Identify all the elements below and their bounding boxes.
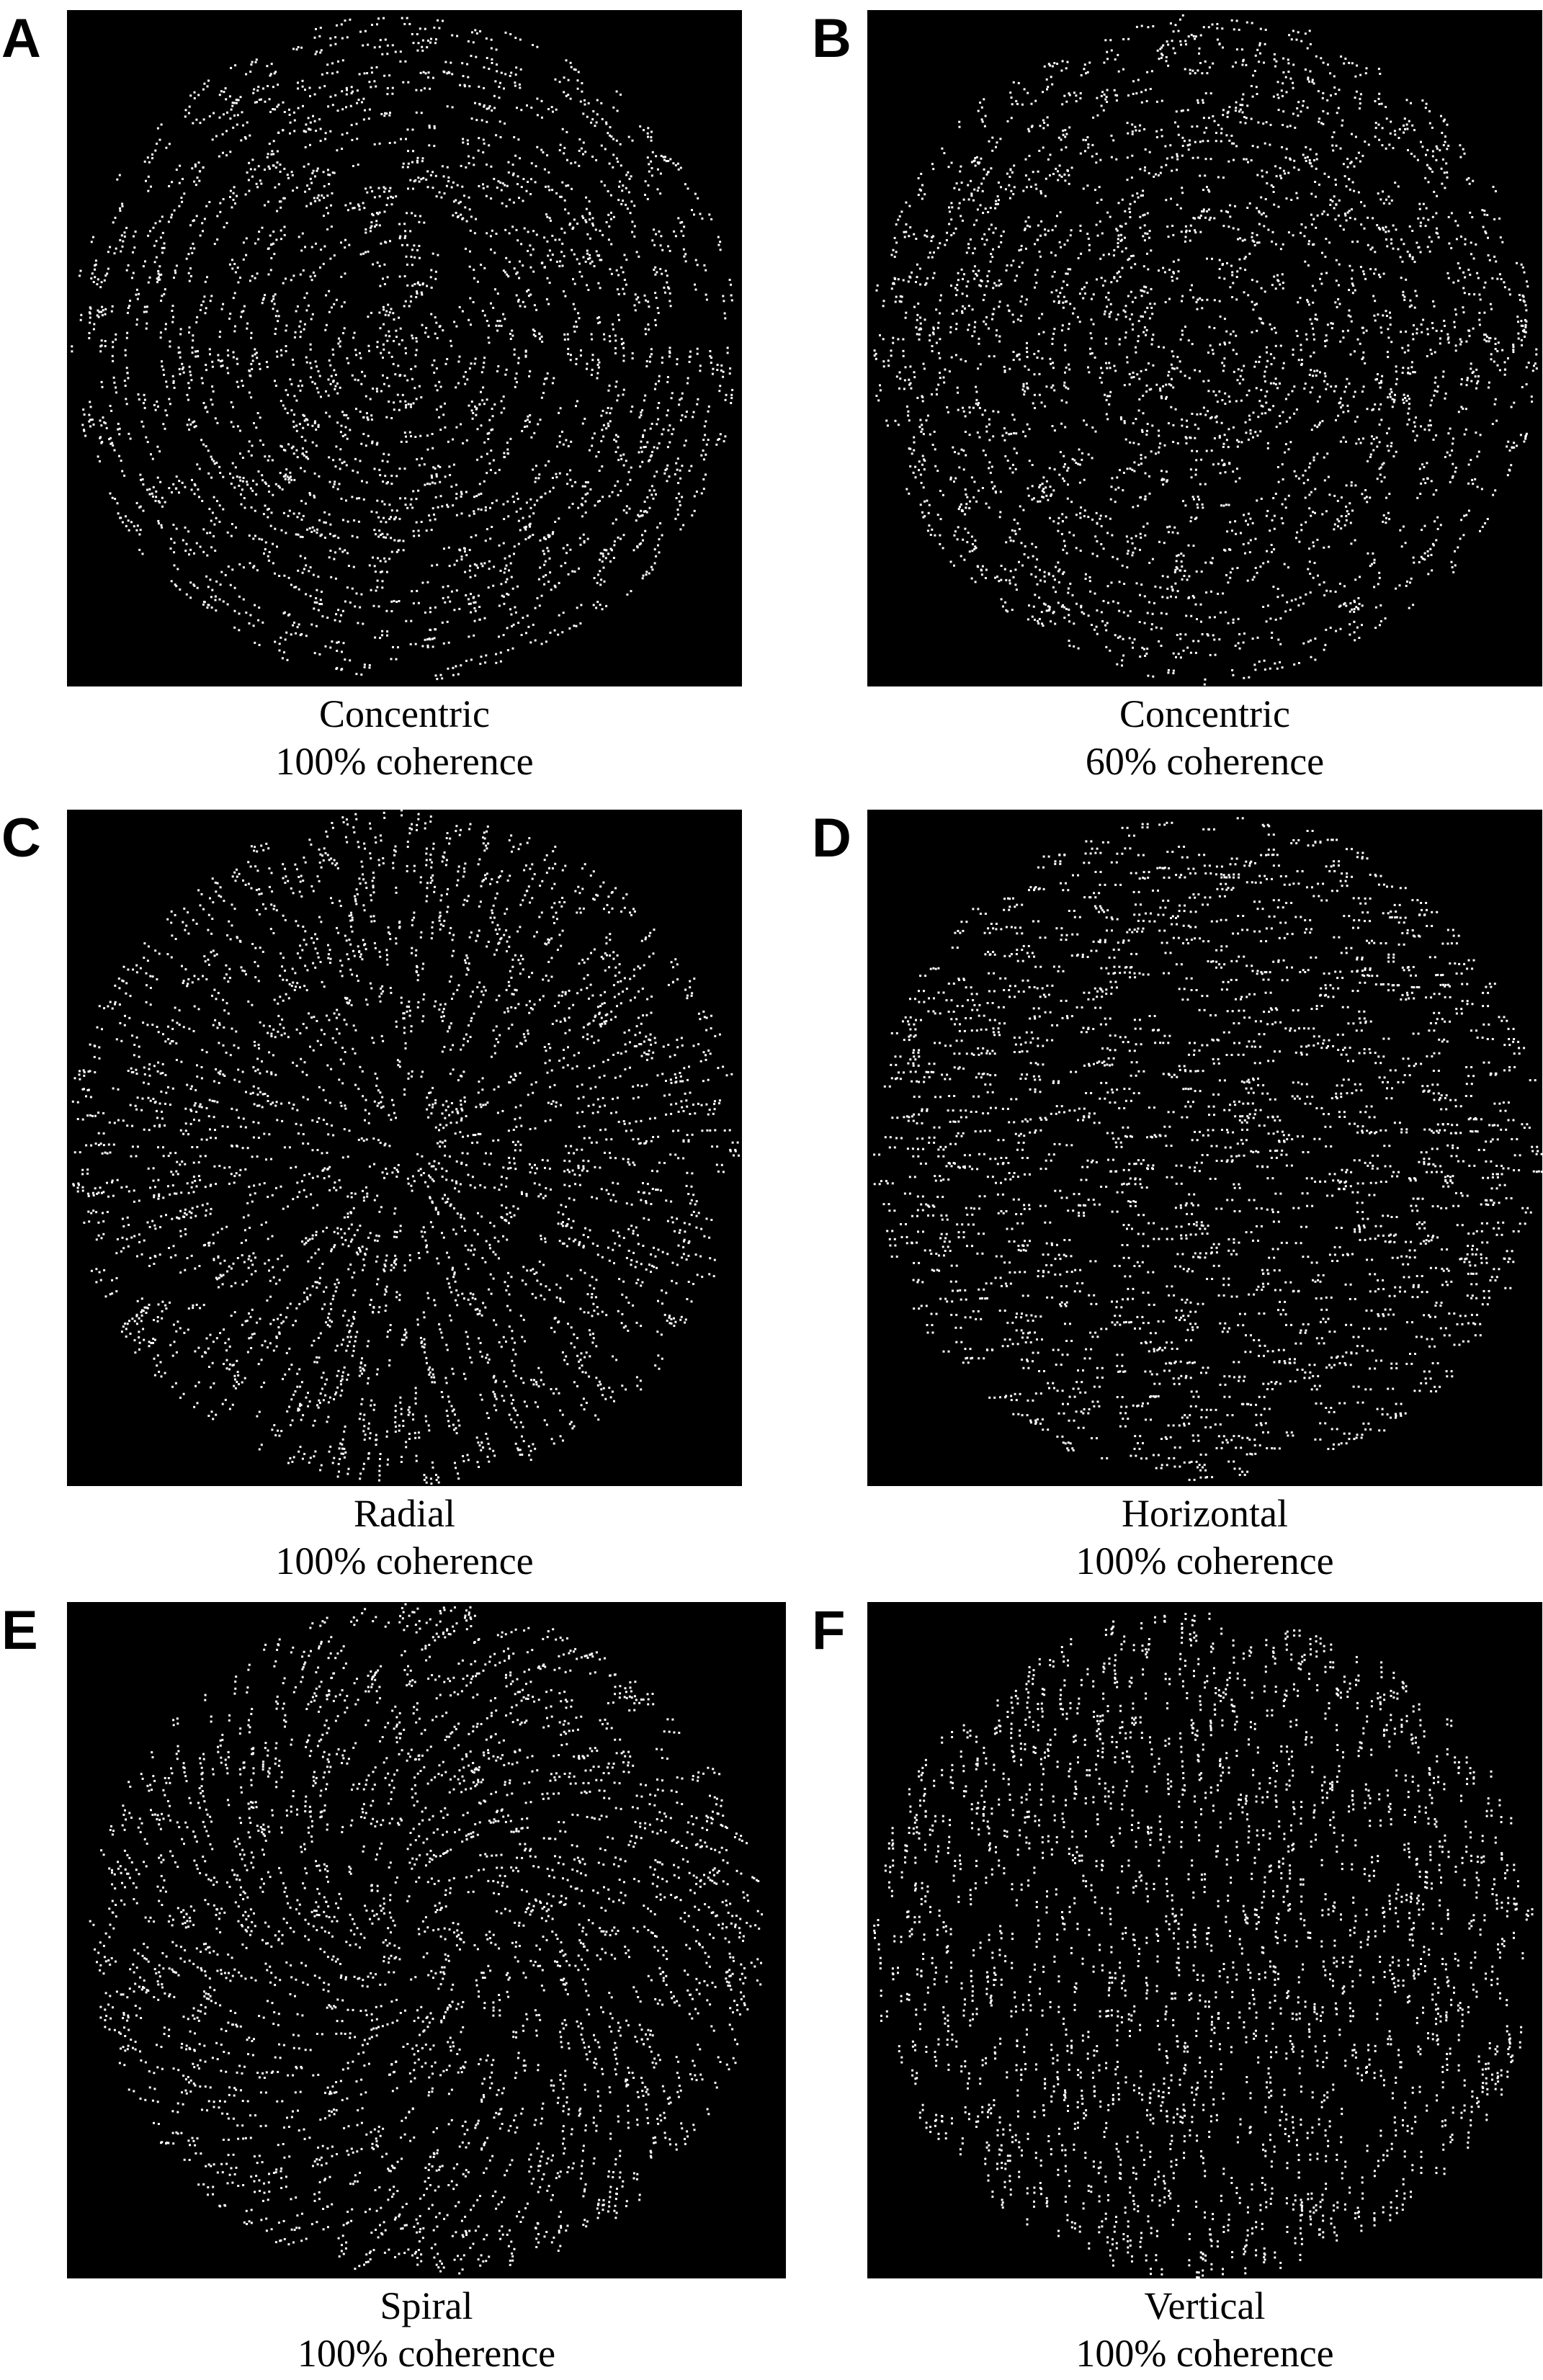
caption-d-coherence: 100% coherence xyxy=(867,1537,1542,1585)
dot-field xyxy=(71,810,740,1485)
glass-pattern-b xyxy=(867,10,1542,686)
dot-field xyxy=(873,817,1542,1481)
panel-letter-a: A xyxy=(1,12,41,66)
caption-a-coherence: 100% coherence xyxy=(67,738,742,785)
caption-e-coherence: 100% coherence xyxy=(67,2330,786,2377)
glass-pattern-f xyxy=(867,1602,1542,2278)
caption-d: Horizontal 100% coherence xyxy=(867,1490,1542,1585)
caption-f: Vertical 100% coherence xyxy=(867,2282,1542,2377)
caption-c-coherence: 100% coherence xyxy=(67,1537,742,1585)
dot-field xyxy=(89,1603,764,2275)
dot-field xyxy=(873,14,1538,686)
panel-letter-d: D xyxy=(812,811,851,866)
panel-letter-b: B xyxy=(812,12,851,66)
panel-letter-e: E xyxy=(1,1603,38,1658)
glass-pattern-e xyxy=(67,1602,786,2278)
caption-a: Concentric 100% coherence xyxy=(67,690,742,785)
panel-letter-f: F xyxy=(812,1603,845,1658)
caption-b: Concentric 60% coherence xyxy=(867,690,1542,785)
caption-a-pattern: Concentric xyxy=(67,690,742,738)
glass-pattern-d xyxy=(867,810,1542,1486)
glass-pattern-a xyxy=(67,10,742,686)
dot-field xyxy=(71,17,734,681)
caption-c: Radial 100% coherence xyxy=(67,1490,742,1585)
dot-field xyxy=(873,1612,1534,2278)
caption-f-coherence: 100% coherence xyxy=(867,2330,1542,2377)
caption-b-pattern: Concentric xyxy=(867,690,1542,738)
caption-c-pattern: Radial xyxy=(67,1490,742,1537)
caption-d-pattern: Horizontal xyxy=(867,1490,1542,1537)
caption-e: Spiral 100% coherence xyxy=(67,2282,786,2377)
panel-letter-c: C xyxy=(1,811,41,866)
glass-pattern-c xyxy=(67,810,742,1486)
caption-e-pattern: Spiral xyxy=(67,2282,786,2330)
caption-f-pattern: Vertical xyxy=(867,2282,1542,2330)
caption-b-coherence: 60% coherence xyxy=(867,738,1542,785)
